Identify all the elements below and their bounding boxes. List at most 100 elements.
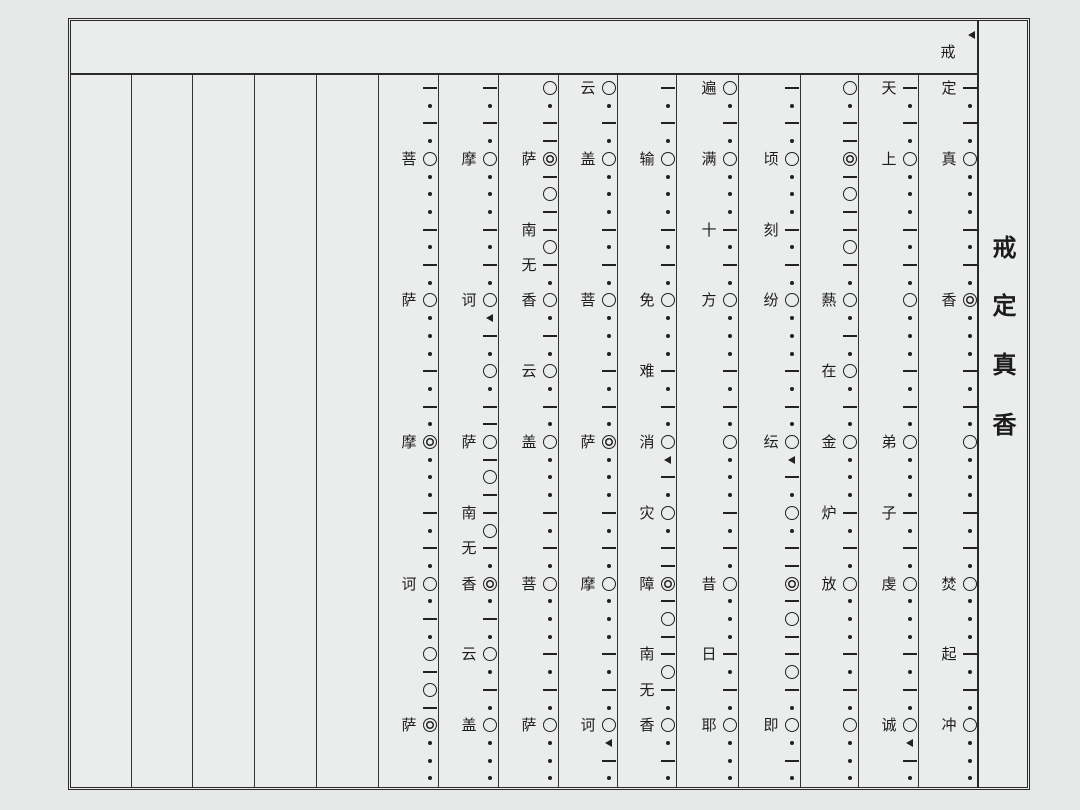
dash-mark-icon: [840, 256, 860, 274]
dash-mark-icon: [480, 610, 500, 628]
dash-mark-icon: [480, 114, 500, 132]
dot-mark-icon: [420, 185, 440, 203]
lyric-char: 诚: [881, 716, 897, 735]
column-divider: [378, 74, 379, 788]
dot-mark-icon: [720, 132, 740, 150]
dash-mark-icon: [658, 468, 678, 486]
circle-mark-icon: [782, 716, 802, 734]
dot-mark-icon: [658, 309, 678, 327]
dot-mark-icon: [960, 734, 980, 752]
dash-mark-icon: [720, 539, 740, 557]
dash-mark-icon: [420, 114, 440, 132]
dash-mark-icon: [480, 398, 500, 416]
circle-mark-icon: [599, 150, 619, 168]
column-divider: [800, 74, 801, 788]
circle-mark-icon: [540, 716, 560, 734]
dot-mark-icon: [540, 486, 560, 504]
dot-mark-icon: [658, 203, 678, 221]
lyric-char: 起: [941, 645, 957, 664]
column-divider: [858, 74, 859, 788]
dot-mark-icon: [658, 699, 678, 717]
dot-mark-icon: [658, 132, 678, 150]
dot-mark-icon: [960, 699, 980, 717]
lyric-char: 难: [639, 362, 655, 381]
lyric-char: 灾: [639, 503, 655, 522]
circle-mark-icon: [960, 433, 980, 451]
dot-mark-icon: [599, 486, 619, 504]
dot-mark-icon: [599, 468, 619, 486]
dot-mark-icon: [840, 628, 860, 646]
dash-mark-icon: [420, 504, 440, 522]
dot-mark-icon: [900, 168, 920, 186]
dash-mark-icon: [658, 645, 678, 663]
dot-mark-icon: [420, 628, 440, 646]
lyric-char: 萨: [521, 716, 537, 735]
dot-mark-icon: [900, 451, 920, 469]
dash-mark-icon: [840, 327, 860, 345]
dot-mark-icon: [960, 752, 980, 770]
double-circle-mark-icon: [840, 150, 860, 168]
lyric-char: 纷: [763, 291, 779, 310]
lyric-char: 萨: [461, 433, 477, 451]
dot-mark-icon: [658, 769, 678, 787]
lyric-char: 焚: [941, 574, 957, 593]
dot-mark-icon: [900, 345, 920, 363]
dot-mark-icon: [480, 203, 500, 221]
dot-mark-icon: [658, 274, 678, 292]
dot-mark-icon: [599, 168, 619, 186]
dot-mark-icon: [540, 274, 560, 292]
dash-mark-icon: [599, 362, 619, 380]
circle-mark-icon: [599, 575, 619, 593]
dash-mark-icon: [658, 362, 678, 380]
dot-mark-icon: [480, 168, 500, 186]
circle-mark-icon: [480, 362, 500, 380]
circle-mark-icon: [900, 150, 920, 168]
circle-mark-icon: [599, 716, 619, 734]
dot-mark-icon: [720, 185, 740, 203]
dot-mark-icon: [480, 380, 500, 398]
dash-mark-icon: [960, 362, 980, 380]
dot-mark-icon: [540, 592, 560, 610]
dot-mark-icon: [900, 699, 920, 717]
lyric-char: 输: [639, 149, 655, 168]
dot-mark-icon: [658, 345, 678, 363]
dot-mark-icon: [658, 522, 678, 540]
title-char: 定: [992, 292, 1017, 320]
lyric-char: 菩: [401, 149, 417, 168]
lyric-char: 南: [639, 645, 655, 664]
circle-mark-icon: [420, 681, 440, 699]
triangle-mark-icon: [480, 309, 500, 327]
dot-mark-icon: [720, 327, 740, 345]
dash-mark-icon: [900, 504, 920, 522]
circle-mark-icon: [840, 433, 860, 451]
dot-mark-icon: [900, 663, 920, 681]
lyric-char: 香: [639, 716, 655, 735]
lyric-char: 日: [701, 645, 717, 664]
lyric-char: 云: [521, 362, 537, 381]
circle-mark-icon: [420, 150, 440, 168]
circle-mark-icon: [782, 291, 802, 309]
dash-mark-icon: [658, 557, 678, 575]
dot-mark-icon: [960, 203, 980, 221]
circle-mark-icon: [540, 575, 560, 593]
dot-mark-icon: [720, 628, 740, 646]
dot-mark-icon: [720, 238, 740, 256]
dot-mark-icon: [720, 468, 740, 486]
dot-mark-icon: [960, 327, 980, 345]
dot-mark-icon: [658, 486, 678, 504]
score-frame: [68, 18, 1030, 790]
lyric-char: 真: [941, 149, 957, 168]
circle-mark-icon: [540, 362, 560, 380]
dot-mark-icon: [420, 327, 440, 345]
lyric-char: 无: [521, 256, 537, 274]
dot-mark-icon: [420, 345, 440, 363]
lyric-char: 无: [639, 680, 655, 699]
dot-mark-icon: [840, 97, 860, 115]
dot-mark-icon: [540, 628, 560, 646]
dot-mark-icon: [420, 468, 440, 486]
dot-mark-icon: [420, 203, 440, 221]
dash-mark-icon: [540, 256, 560, 274]
lyric-char: 香: [941, 291, 957, 310]
triangle-mark-icon: [900, 734, 920, 752]
dot-mark-icon: [540, 663, 560, 681]
